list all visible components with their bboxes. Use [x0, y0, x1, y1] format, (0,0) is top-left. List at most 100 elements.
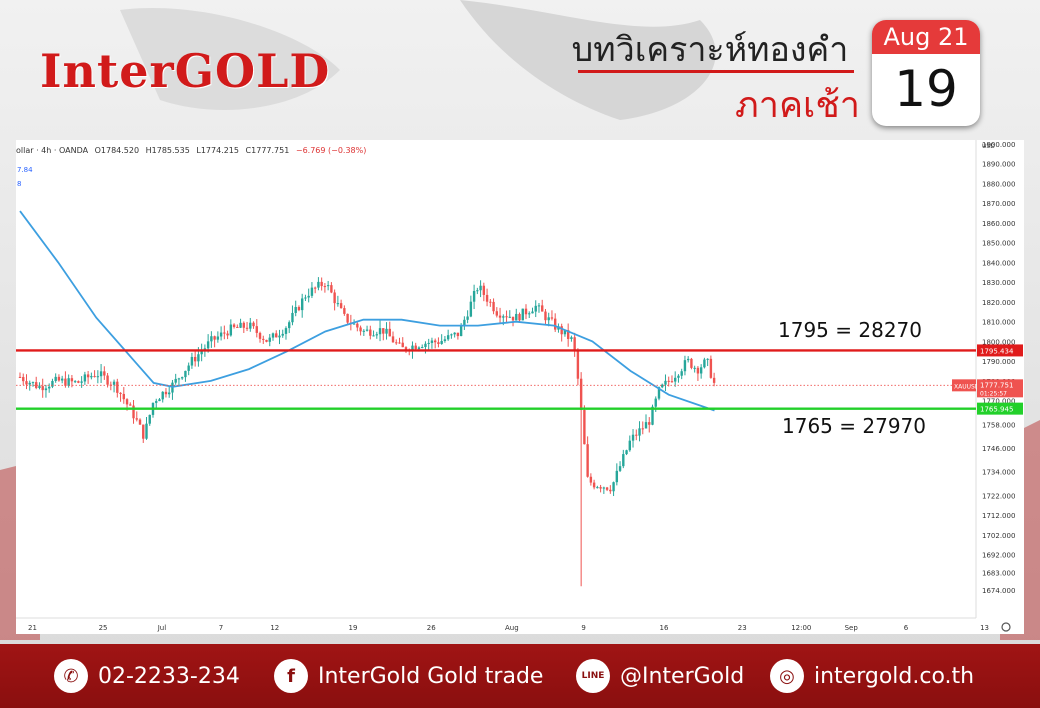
candle-body	[570, 337, 573, 339]
candle-body	[411, 345, 414, 352]
x-tick-label: Sep	[845, 624, 859, 632]
candle-body	[446, 335, 450, 340]
candle-body	[398, 342, 401, 344]
ohlc-open: O1784.520	[94, 146, 140, 155]
candle-body	[417, 347, 421, 349]
resistance-price-tag-bg	[977, 344, 1023, 357]
candle-body	[553, 318, 557, 330]
candle-body	[612, 482, 615, 492]
candle-body	[99, 371, 103, 377]
candle-body	[193, 356, 197, 362]
candle-body	[401, 342, 404, 348]
candle-body	[524, 308, 528, 315]
candle-body	[291, 312, 294, 323]
candle-body	[625, 450, 628, 455]
ohlc-change: −6.769 (−0.38%)	[295, 146, 367, 155]
candle-body	[641, 428, 644, 430]
candle-body	[430, 340, 434, 343]
candle-body	[223, 332, 226, 334]
left-value-label: 8	[17, 180, 21, 188]
candle-body	[352, 323, 356, 325]
y-tick-label: 1820.000	[982, 299, 1015, 307]
candle-body	[80, 381, 83, 383]
candle-body	[138, 419, 142, 425]
candle-body	[459, 325, 463, 337]
candle-body	[239, 322, 242, 328]
footer-website[interactable]: ◎ intergold.co.th	[770, 654, 974, 698]
y-tick-label: 1758.000	[982, 421, 1015, 429]
footer-facebook[interactable]: f InterGold Gold trade	[274, 654, 543, 698]
candle-body	[453, 332, 456, 335]
page-title: บทวิเคราะห์ทองคำ	[571, 30, 849, 70]
candle-body	[135, 418, 138, 420]
y-tick-label: 1683.000	[982, 569, 1015, 577]
candle-body	[563, 330, 567, 335]
candle-body	[184, 370, 187, 378]
candle-body	[281, 333, 284, 336]
candle-body	[317, 281, 320, 288]
x-tick-label: 12	[270, 624, 279, 632]
candle-body	[77, 381, 80, 383]
candle-body	[297, 307, 301, 311]
y-tick-label: 1850.000	[982, 240, 1015, 248]
footer-phone[interactable]: ✆ 02-2233-234	[54, 654, 240, 698]
candle-body	[86, 374, 90, 378]
candle-body	[433, 340, 437, 343]
candle-body	[592, 482, 596, 488]
support-annotation: 1765 = 27970	[782, 414, 926, 438]
candle-body	[421, 347, 424, 349]
current-price-tag: 1777.751	[980, 381, 1013, 389]
candle-body	[622, 454, 625, 467]
calendar-icon: Aug 21 19	[872, 20, 980, 126]
candle-body	[576, 350, 580, 379]
candle-body	[391, 336, 395, 343]
line-text: @InterGold	[620, 663, 745, 689]
candle-body	[463, 319, 466, 326]
symbol-tag-bg	[952, 379, 976, 392]
candle-body	[609, 489, 612, 492]
x-tick-label: 6	[904, 624, 909, 632]
candle-body	[382, 328, 385, 334]
ohlc-close: C1777.751	[245, 146, 290, 155]
candle-body	[599, 487, 602, 489]
settings-gear-icon[interactable]	[1001, 622, 1011, 632]
candle-body	[174, 378, 177, 383]
candle-body	[304, 297, 307, 299]
candle-body	[25, 381, 28, 385]
candle-body	[427, 342, 430, 344]
candle-body	[187, 365, 190, 371]
price-chart[interactable]: 1674.000 1683.000 1692.000 1702.000 1712.000…	[16, 140, 1024, 634]
line-icon: LINE	[576, 659, 610, 693]
chart-svg[interactable]: 1674.000 1683.000 1692.000 1702.000 1712.000…	[16, 140, 1024, 634]
candle-body	[103, 371, 106, 376]
candle-body	[709, 358, 713, 378]
candle-body	[589, 476, 593, 483]
candle-body	[534, 305, 537, 312]
footer-line[interactable]: LINE @InterGold	[576, 654, 744, 698]
y-tick-label: 1702.000	[982, 532, 1015, 540]
symbol-tag: XAUUSD	[954, 383, 980, 390]
ohlc-legend: ollar · 4h · OANDA O1784.520 H1785.535 L…	[16, 146, 366, 155]
candle-body	[690, 358, 693, 368]
candle-body	[359, 327, 362, 332]
support-price-tag: 1765.945	[980, 406, 1013, 414]
x-tick-label: Aug	[505, 624, 519, 632]
candle-body	[271, 333, 275, 338]
candle-body	[404, 347, 408, 351]
candle-body	[638, 428, 641, 436]
title-divider	[578, 70, 854, 73]
candle-body	[252, 322, 255, 327]
candle-body	[164, 391, 168, 395]
candle-body	[158, 399, 161, 402]
y-tick-label: 1880.000	[982, 180, 1015, 188]
candle-body	[456, 332, 460, 337]
candle-body	[544, 311, 547, 321]
candle-body	[378, 328, 382, 335]
candle-body	[511, 316, 515, 321]
candle-body	[586, 444, 589, 477]
candle-body	[41, 386, 44, 391]
candle-body	[155, 401, 158, 403]
candle-body	[51, 380, 54, 387]
candle-body	[210, 336, 213, 342]
x-tick-label: 21	[28, 624, 37, 632]
